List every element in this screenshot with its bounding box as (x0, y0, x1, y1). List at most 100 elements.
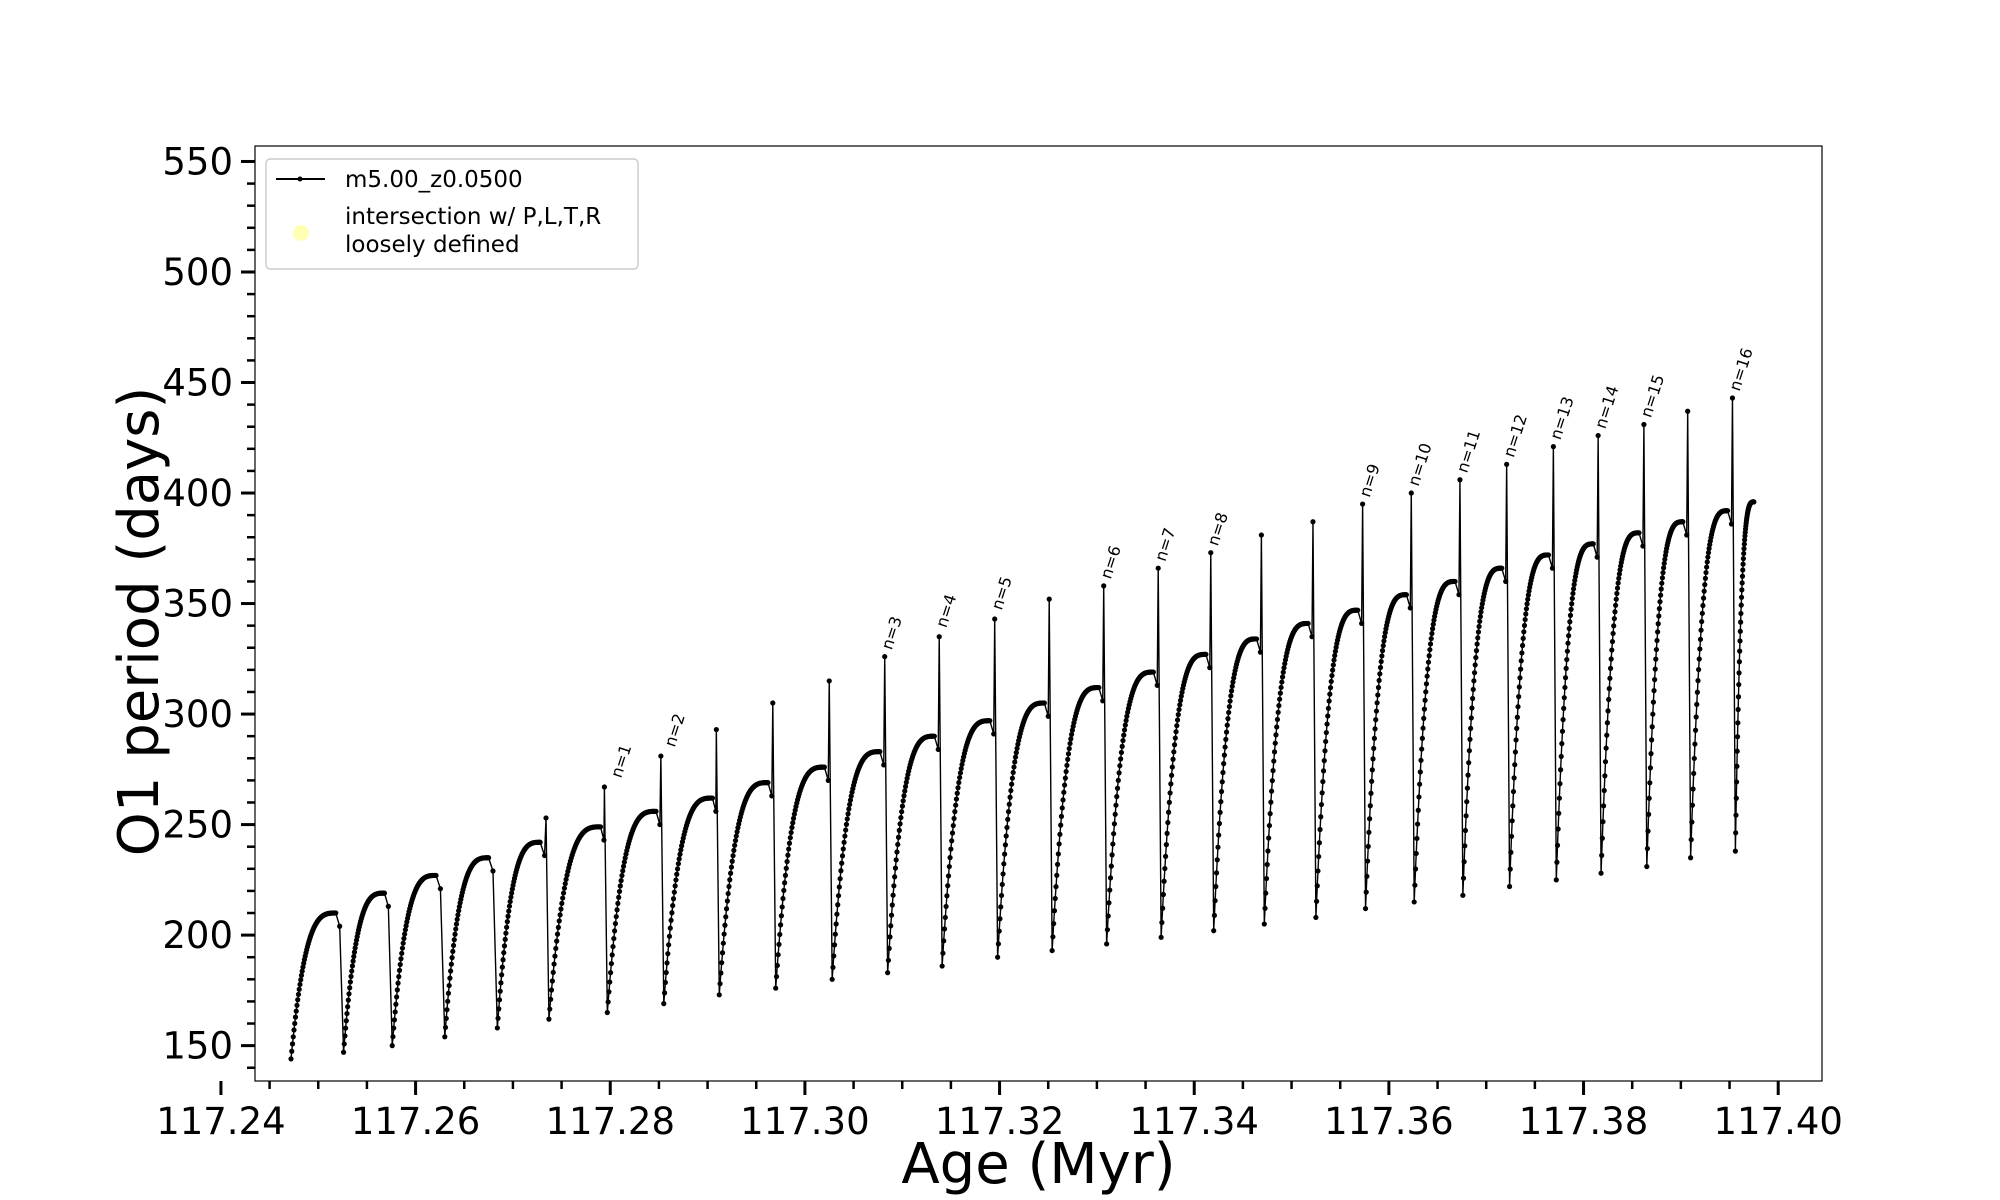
data-point (1369, 778, 1375, 784)
data-point (1068, 731, 1075, 738)
data-point (957, 774, 963, 781)
data-point (1268, 799, 1274, 805)
data-point (393, 1001, 399, 1007)
data-point (670, 896, 677, 902)
data-point (1053, 884, 1059, 890)
data-point (1266, 835, 1272, 841)
data-point (1640, 543, 1646, 549)
data-point (298, 977, 304, 983)
data-point (1734, 748, 1740, 754)
data-point (1660, 570, 1666, 576)
data-point (1279, 679, 1285, 685)
data-point (890, 892, 896, 898)
data-point (834, 911, 840, 917)
data-point (835, 902, 841, 908)
data-point (1607, 675, 1613, 681)
legend-label-intersection-line1: intersection w/ P,L,T,R (345, 204, 601, 230)
data-point (402, 927, 408, 933)
data-point (1230, 679, 1236, 685)
data-point (620, 868, 626, 874)
data-point (1118, 756, 1124, 762)
data-point (1364, 873, 1370, 879)
data-point (1321, 758, 1327, 764)
data-point (501, 943, 508, 949)
data-point (392, 1009, 398, 1015)
data-point (1228, 688, 1235, 694)
data-point (1657, 599, 1663, 605)
data-point (1065, 756, 1071, 763)
data-point (444, 1007, 450, 1013)
data-point (507, 898, 513, 905)
data-point (1175, 712, 1181, 718)
data-point (1644, 863, 1650, 870)
data-point (1600, 803, 1607, 809)
data-point (597, 824, 604, 830)
data-point (558, 906, 564, 912)
data-point (1611, 623, 1617, 629)
data-point (1610, 630, 1616, 637)
cycle-annotation: n=3 (877, 614, 905, 652)
data-point (837, 876, 843, 882)
cycle-annotation: n=1 (607, 742, 635, 780)
data-point (1004, 824, 1010, 831)
data-point (1705, 550, 1712, 556)
cycle-annotation: n=5 (987, 574, 1015, 612)
data-point (1559, 728, 1566, 734)
data-point (713, 808, 719, 814)
data-point (349, 963, 356, 969)
cycle-annotation: n=7 (1151, 525, 1179, 563)
data-point (1003, 833, 1009, 839)
data-point (783, 865, 789, 871)
data-point (1554, 859, 1560, 865)
data-point (494, 1025, 500, 1031)
data-point (506, 908, 512, 914)
data-point (1697, 636, 1704, 642)
data-point (1124, 713, 1130, 719)
data-point (1224, 722, 1230, 728)
data-point (298, 972, 305, 978)
data-point (1062, 775, 1068, 781)
data-point (667, 925, 673, 931)
data-point (1426, 653, 1432, 659)
data-point (1154, 682, 1160, 688)
data-point (509, 890, 515, 896)
data-point (564, 872, 570, 878)
data-point (831, 953, 837, 959)
data-point (725, 890, 731, 897)
data-point (1612, 609, 1618, 615)
data-point (1557, 781, 1563, 787)
data-point (1605, 708, 1611, 714)
data-point (1466, 748, 1472, 754)
data-point (1461, 859, 1467, 865)
data-point (940, 950, 946, 956)
data-point (955, 785, 961, 791)
data-point (395, 980, 401, 986)
data-point (343, 1025, 349, 1031)
data-point (1507, 866, 1513, 872)
data-point (1736, 659, 1742, 665)
data-point (1051, 908, 1058, 914)
data-point (1221, 752, 1227, 758)
data-point (1704, 559, 1710, 565)
y-axis-label: O1 period (days) (107, 387, 172, 857)
data-point (1696, 666, 1702, 673)
data-point (1471, 678, 1477, 684)
data-point (1564, 648, 1570, 654)
data-point (499, 964, 505, 970)
data-point (1570, 586, 1577, 592)
data-point (1512, 762, 1518, 768)
data-point (288, 1056, 294, 1062)
data-point (785, 852, 791, 858)
data-point (1649, 724, 1655, 730)
data-point (1324, 721, 1330, 727)
y-tick-label: 550 (162, 140, 233, 183)
data-point (454, 916, 460, 923)
data-point (1377, 664, 1384, 671)
data-point (669, 910, 675, 916)
data-point (1119, 743, 1125, 749)
data-point (1699, 610, 1705, 616)
data-point (1320, 768, 1327, 774)
data-point (1411, 899, 1417, 905)
data-point (1368, 790, 1374, 796)
data-point (1703, 569, 1709, 576)
